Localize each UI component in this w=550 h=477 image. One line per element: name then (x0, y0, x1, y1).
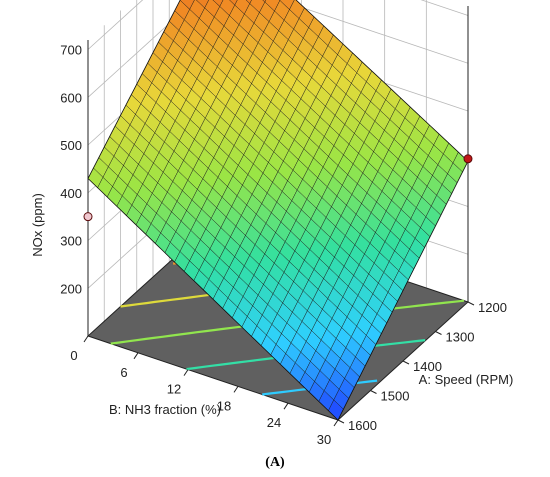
design-point (83, 212, 93, 222)
y-tick-mark (467, 301, 475, 306)
x-tick-label: 18 (217, 398, 231, 413)
z-tick-label: 200 (60, 281, 82, 296)
x-tick-label: 0 (70, 348, 77, 363)
x-axis-label: B: NH3 fraction (%) (109, 402, 221, 417)
design-points-above (463, 154, 473, 164)
z-tick-label: 500 (60, 138, 82, 153)
y-tick-label: 1400 (413, 359, 442, 374)
x-tick-mark (83, 335, 89, 343)
y-axis-label: A: Speed (RPM) (419, 372, 514, 387)
x-tick-mark (133, 352, 139, 360)
surface-cell (279, 0, 295, 10)
z-tick-label: 300 (60, 234, 82, 249)
y-tick-label: 1200 (478, 300, 507, 315)
x-tick-mark (333, 419, 339, 427)
x-tick-mark (183, 369, 189, 376)
response-surface (87, 0, 469, 421)
z-tick-label: 600 (60, 90, 82, 105)
y-tick-mark (402, 360, 410, 365)
z-axis-label: NOx (ppm) (30, 193, 45, 257)
z-tick-label: 700 (60, 43, 82, 58)
x-tick-label: 24 (267, 415, 281, 430)
x-tick-mark (283, 402, 289, 410)
x-tick-label: 6 (120, 365, 127, 380)
z-axis-ticks: 200 300 400 500 600 700 (60, 43, 82, 297)
x-tick-label: 30 (317, 432, 331, 447)
y-tick-mark (435, 331, 442, 335)
panel-label: (A) (265, 455, 285, 470)
x-tick-label: 12 (167, 382, 181, 397)
z-gridline (87, 0, 469, 50)
y-tick-mark (370, 390, 377, 394)
y-tick-label: 1500 (381, 389, 410, 404)
x-tick-mark (233, 386, 239, 393)
y-tick-mark (337, 419, 345, 424)
z-tick-label: 400 (60, 186, 82, 201)
x-axis-ticks: 0 6 12 18 24 30 (70, 335, 339, 447)
y-tick-label: 1600 (348, 418, 377, 433)
design-point (463, 154, 473, 164)
y-tick-label: 1300 (446, 330, 475, 345)
